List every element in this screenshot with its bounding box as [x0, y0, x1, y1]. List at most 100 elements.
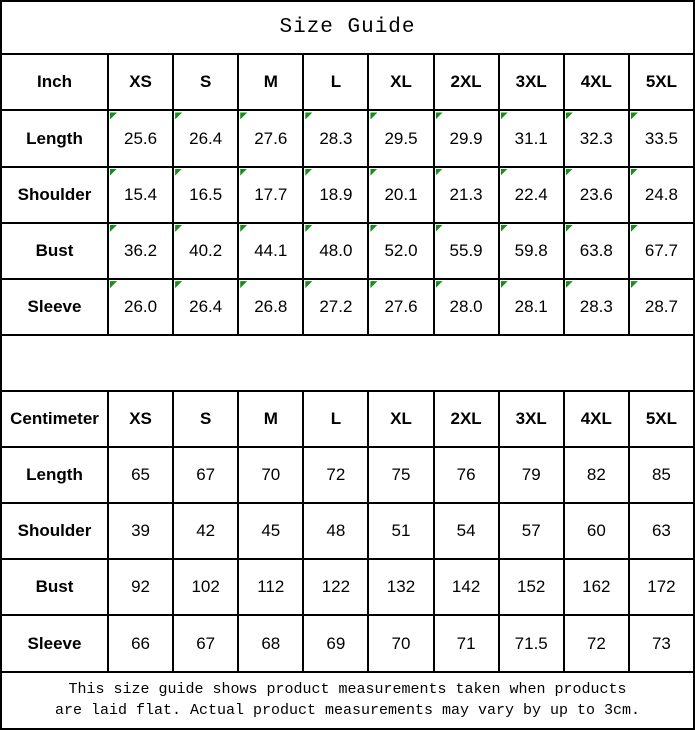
size-label-cell: 5XL	[627, 53, 695, 112]
value-cell: 66	[106, 614, 175, 673]
value-cell: 27.6	[237, 109, 305, 168]
value-cell: 20.1	[367, 165, 435, 224]
measurement-label-cell: Sleeve	[0, 614, 109, 673]
value-cell: 132	[367, 558, 435, 617]
measurement-label-cell: Shoulder	[0, 165, 109, 224]
value-cell: 40.2	[172, 221, 240, 281]
value-cell: 25.6	[106, 109, 175, 168]
footer-section: This size guide shows product measuremen…	[0, 670, 695, 730]
size-label-cell: M	[237, 389, 305, 448]
measurement-label-cell: Bust	[0, 221, 109, 281]
value-cell: 32.3	[562, 109, 630, 168]
value-cell: 85	[627, 445, 695, 505]
value-cell: 28.1	[497, 278, 565, 337]
value-cell: 67	[172, 614, 240, 673]
value-cell: 26.4	[172, 278, 240, 337]
value-cell: 27.2	[302, 278, 370, 337]
size-label-cell: S	[172, 53, 240, 112]
size-label-cell: 5XL	[627, 389, 695, 448]
footer-note: This size guide shows product measuremen…	[0, 670, 695, 730]
value-cell: 15.4	[106, 165, 175, 224]
value-cell: 122	[302, 558, 370, 617]
value-cell: 60	[562, 502, 630, 561]
value-cell: 29.9	[432, 109, 500, 168]
value-cell: 63	[627, 502, 695, 561]
footer-line-2: are laid flat. Actual product measuremen…	[54, 702, 641, 720]
value-cell: 67.7	[627, 221, 695, 281]
value-cell: 17.7	[237, 165, 305, 224]
value-cell: 33.5	[627, 109, 695, 168]
inch-table-body: Inch XS S M L XL 2XL 3XL 4XL 5XL Length 25.6 26.4 27.…	[0, 53, 695, 337]
value-cell: 21.3	[432, 165, 500, 224]
value-cell: 112	[237, 558, 305, 617]
measurement-label-cell: Sleeve	[0, 278, 109, 337]
spacer-section	[0, 334, 695, 392]
measurement-row: Sleeve 66 67 68 69 70 71 71.5 72 73	[0, 614, 695, 673]
cm-table-body: Centimeter XS S M L XL 2XL 3XL 4XL 5XL Length 65 67 7…	[0, 389, 695, 673]
size-label-cell: M	[237, 53, 305, 112]
size-label-cell: XS	[106, 53, 175, 112]
value-cell: 73	[627, 614, 695, 673]
size-label-cell: L	[302, 389, 370, 448]
value-cell: 27.6	[367, 278, 435, 337]
title-row: Size Guide	[0, 0, 695, 56]
value-cell: 28.3	[302, 109, 370, 168]
value-cell: 51	[367, 502, 435, 561]
value-cell: 68	[237, 614, 305, 673]
value-cell: 69	[302, 614, 370, 673]
value-cell: 76	[432, 445, 500, 505]
value-cell: 31.1	[497, 109, 565, 168]
value-cell: 28.0	[432, 278, 500, 337]
value-cell: 67	[172, 445, 240, 505]
value-cell: 92	[106, 558, 175, 617]
value-cell: 24.8	[627, 165, 695, 224]
size-header-row: Centimeter XS S M L XL 2XL 3XL 4XL 5XL	[0, 389, 695, 448]
value-cell: 26.4	[172, 109, 240, 168]
spacer-row	[0, 334, 695, 392]
measurement-row: Shoulder 39 42 45 48 51 54 57 60 63	[0, 502, 695, 561]
value-cell: 42	[172, 502, 240, 561]
value-cell: 44.1	[237, 221, 305, 281]
size-label-cell: 2XL	[432, 53, 500, 112]
value-cell: 71.5	[497, 614, 565, 673]
footer-line-1: This size guide shows product measuremen…	[68, 681, 627, 699]
value-cell: 48.0	[302, 221, 370, 281]
measurement-label-cell: Shoulder	[0, 502, 109, 561]
measurement-row: Shoulder 15.4 16.5 17.7 18.9 20.1 21.3 22.4 23.6…	[0, 165, 695, 224]
unit-label-cell: Inch	[0, 53, 109, 112]
value-cell: 28.3	[562, 278, 630, 337]
size-label-cell: L	[302, 53, 370, 112]
size-label-cell: 3XL	[497, 53, 565, 112]
size-header-row: Inch XS S M L XL 2XL 3XL 4XL 5XL	[0, 53, 695, 112]
value-cell: 18.9	[302, 165, 370, 224]
size-label-cell: 4XL	[562, 389, 630, 448]
page-title: Size Guide	[0, 0, 695, 56]
measurement-row: Length 25.6 26.4 27.6 28.3 29.5 29.9 31.1 32.3 33…	[0, 109, 695, 168]
size-label-cell: 2XL	[432, 389, 500, 448]
value-cell: 45	[237, 502, 305, 561]
value-cell: 72	[562, 614, 630, 673]
value-cell: 23.6	[562, 165, 630, 224]
value-cell: 26.8	[237, 278, 305, 337]
value-cell: 16.5	[172, 165, 240, 224]
value-cell: 142	[432, 558, 500, 617]
value-cell: 22.4	[497, 165, 565, 224]
value-cell: 36.2	[106, 221, 175, 281]
footer-row: This size guide shows product measuremen…	[0, 670, 695, 730]
value-cell: 59.8	[497, 221, 565, 281]
value-cell: 28.7	[627, 278, 695, 337]
value-cell: 152	[497, 558, 565, 617]
value-cell: 72	[302, 445, 370, 505]
value-cell: 57	[497, 502, 565, 561]
unit-label-cell: Centimeter	[0, 389, 109, 448]
value-cell: 54	[432, 502, 500, 561]
size-label-cell: 4XL	[562, 53, 630, 112]
value-cell: 55.9	[432, 221, 500, 281]
title-section: Size Guide	[0, 0, 695, 56]
value-cell: 52.0	[367, 221, 435, 281]
value-cell: 39	[106, 502, 175, 561]
value-cell: 162	[562, 558, 630, 617]
measurement-label-cell: Bust	[0, 558, 109, 617]
spacer-cell	[0, 334, 695, 392]
